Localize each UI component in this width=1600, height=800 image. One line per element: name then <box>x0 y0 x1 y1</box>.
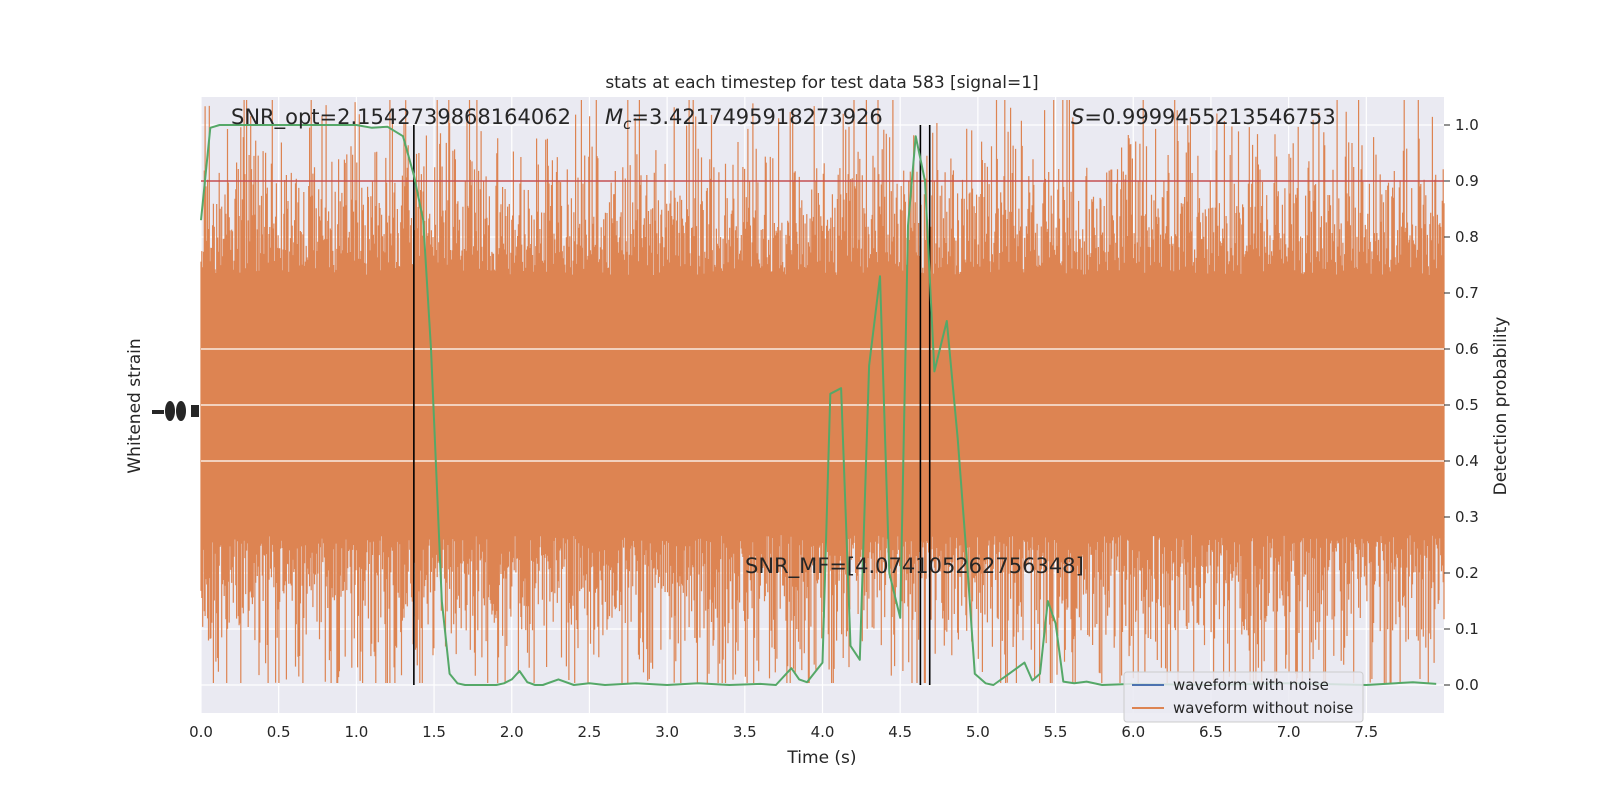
detection-probability-series <box>200 124 1437 686</box>
detection-probability-line <box>200 124 1437 686</box>
score-annotation: S=0.9999455213546753 <box>1071 105 1336 129</box>
x-tick-label: 1.5 <box>422 723 446 741</box>
waveform-without-noise-series <box>200 100 1445 683</box>
y-tick-label: 0.0 <box>1455 676 1479 694</box>
x-tick-label: 4.5 <box>888 723 912 741</box>
left-tick-blob <box>176 401 186 421</box>
y-tick-label: 0.8 <box>1455 228 1479 246</box>
legend: waveform with noise waveform without noi… <box>1123 671 1364 723</box>
snr-opt-annotation: SNR_opt=2.1542739868164062 <box>231 105 571 130</box>
x-tick-label: 4.0 <box>811 723 835 741</box>
left-tick-blob <box>165 401 175 421</box>
legend-label-without-noise: waveform without noise <box>1173 699 1353 717</box>
y-tick-label: 0.6 <box>1455 340 1479 358</box>
score-symbol: S <box>1071 105 1084 129</box>
x-tick-label: 6.5 <box>1199 723 1223 741</box>
x-tick-label: 3.0 <box>655 723 679 741</box>
x-tick-label: 5.5 <box>1044 723 1068 741</box>
y-tick-label: 0.7 <box>1455 284 1479 302</box>
chart-title: stats at each timestep for test data 583… <box>605 73 1038 93</box>
snr-mf-annotation: SNR_MF=[4.074105262756348] <box>745 554 1084 579</box>
score-value: =0.9999455213546753 <box>1084 105 1335 129</box>
left-axis-ticks <box>152 401 199 421</box>
x-tick-label: 2.5 <box>578 723 602 741</box>
x-tick-label: 7.5 <box>1354 723 1378 741</box>
y-tick-label: 0.5 <box>1455 396 1479 414</box>
x-tick-label: 1.0 <box>344 723 368 741</box>
chirp-mass-value: =3.4217495918273926 <box>631 105 882 129</box>
x-tick-label: 0.0 <box>189 723 213 741</box>
y-tick-label: 1.0 <box>1455 116 1479 134</box>
y-tick-label: 0.2 <box>1455 564 1479 582</box>
y-axis-label-right: Detection probability <box>1491 317 1511 496</box>
left-tick-blob <box>191 405 199 417</box>
vertical-lines <box>413 125 931 685</box>
legend-box <box>1123 671 1364 723</box>
x-tick-label: 7.0 <box>1277 723 1301 741</box>
x-axis-label: Time (s) <box>786 748 856 768</box>
x-tick-label: 6.0 <box>1121 723 1145 741</box>
y-tick-label: 0.1 <box>1455 620 1479 638</box>
y-tick-label: 0.9 <box>1455 172 1479 190</box>
x-tick-label: 3.5 <box>733 723 757 741</box>
y-axis-label-left: Whitened strain <box>125 338 145 473</box>
y-tick-label: 0.4 <box>1455 452 1479 470</box>
x-tick-label: 0.5 <box>267 723 291 741</box>
left-tick-blob <box>152 410 164 414</box>
axis-ticks: 0.0 0.5 1.0 1.5 2.0 2.5 3.0 3.5 4.0 4.5 5.0 5.5 6.0 6… <box>189 116 1479 741</box>
y-tick-label: 0.3 <box>1455 508 1479 526</box>
x-tick-label: 5.0 <box>966 723 990 741</box>
chirp-mass-subscript: c <box>623 115 632 133</box>
chirp-mass-symbol: M <box>605 105 623 129</box>
legend-label-with-noise: waveform with noise <box>1173 676 1329 694</box>
x-tick-label: 2.0 <box>500 723 524 741</box>
chirp-mass-annotation: Mc=3.4217495918273926 <box>605 105 883 133</box>
